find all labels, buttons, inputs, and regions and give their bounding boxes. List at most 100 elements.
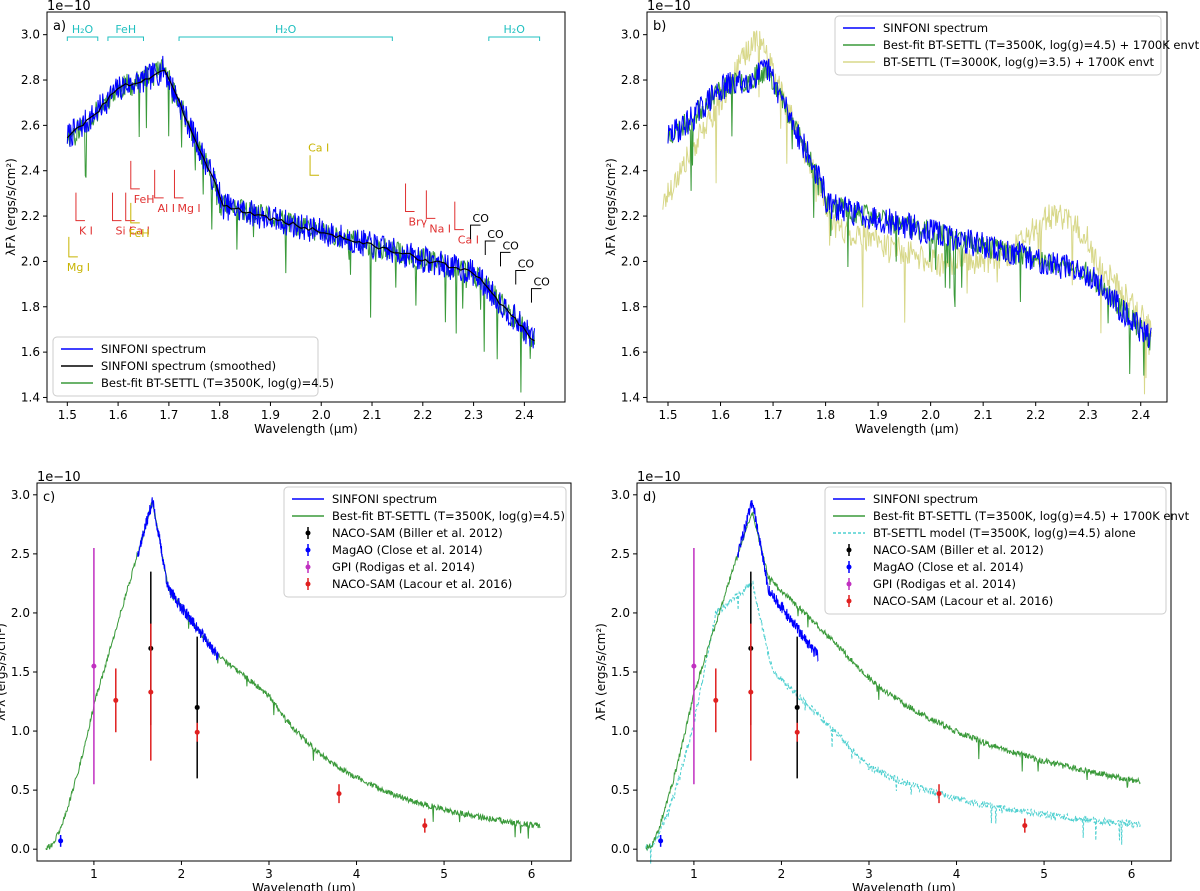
x-axis-label: Wavelength (μm) xyxy=(852,881,956,891)
co-bandhead-2 xyxy=(500,251,511,267)
line-label-red-4: Al I xyxy=(158,202,175,215)
co-label-2: CO xyxy=(503,239,520,252)
data-point-3-3 xyxy=(936,791,942,797)
co-bandhead-3 xyxy=(515,269,526,285)
legend-label-1: Best-fit BT-SETTL (T=3500K, log(g)=4.5) xyxy=(332,509,565,523)
panel-b: 1e−10 1.5 1.6 1.7 1.8 1.9 2.0 2.1 2.2 2.3 2.4 1.4 1.… xyxy=(604,0,1200,436)
legend-label-3: NACO-SAM (Biller et al. 2012) xyxy=(873,543,1044,557)
panel-tag: c) xyxy=(43,490,55,505)
x-tick-label-4: 1.9 xyxy=(261,408,280,422)
x-tick-label-5: 6 xyxy=(528,867,536,881)
data-point-3-4 xyxy=(422,823,428,829)
line-marker-red-0 xyxy=(75,192,85,222)
x-tick-label-2: 1.7 xyxy=(159,408,178,422)
y-tick-label-6: 2.6 xyxy=(621,118,640,132)
series-sinfoni-smoothed xyxy=(66,69,535,342)
legend-swatch-dot-5 xyxy=(846,581,852,587)
y-tick-label-3: 1.5 xyxy=(611,665,630,679)
line-label-red-0: K I xyxy=(79,225,93,238)
y-tick-label-1: 0.5 xyxy=(611,783,630,797)
y-tick-label-2: 1.8 xyxy=(21,300,40,314)
series-sinfoni xyxy=(667,58,1152,348)
co-label-0: CO xyxy=(473,212,490,225)
series-btsettl-envt xyxy=(645,511,1141,852)
x-tick-label-5: 2.0 xyxy=(312,408,331,422)
legend-label-2: BT-SETTL model (T=3500K, log(g)=4.5) alo… xyxy=(873,526,1136,540)
legend-label-0: SINFONI spectrum xyxy=(332,492,437,506)
legend-label-4: GPI (Rodigas et al. 2014) xyxy=(332,560,475,574)
x-tick-label-3: 1.8 xyxy=(816,408,835,422)
co-label-3: CO xyxy=(518,257,535,270)
line-marker-yellow-2 xyxy=(309,155,320,176)
y-tick-label-0: 0.0 xyxy=(11,842,30,856)
legend: SINFONI spectrum Best-fit BT-SETTL (T=350… xyxy=(824,486,1190,615)
line-label-yellow-1: FeH xyxy=(129,227,150,240)
x-tick-label-9: 2.4 xyxy=(515,408,534,422)
y-axis-label: λFλ (ergs/s/cm²) xyxy=(594,623,608,721)
legend-box xyxy=(824,486,1167,615)
y-tick-label-2: 1.0 xyxy=(611,724,630,738)
line-label-yellow-0: Mg I xyxy=(67,261,90,274)
x-tick-label-2: 1.7 xyxy=(764,408,783,422)
series-sinfoni xyxy=(66,55,535,349)
co-bandhead-1 xyxy=(484,240,496,256)
line-marker-red-8 xyxy=(454,201,464,231)
y-tick-label-0: 1.4 xyxy=(21,390,40,404)
data-point-3-2 xyxy=(194,729,200,735)
line-marker-red-4 xyxy=(154,169,164,199)
x-tick-label-6: 2.1 xyxy=(974,408,993,422)
y-tick-label-6: 3.0 xyxy=(611,488,630,502)
y-axis-exponent: 1e−10 xyxy=(637,470,681,485)
x-tick-label-4: 1.9 xyxy=(869,408,888,422)
data-point-2-0 xyxy=(91,663,97,669)
legend-label-6: NACO-SAM (Lacour et al. 2016) xyxy=(873,594,1053,608)
panel-c: 1e−10 1 2 3 4 5 6 0.0 0.5 1.0 1.5 2.0 2.5 3.0 Waveleng… xyxy=(0,470,572,891)
legend-label-2: Best-fit BT-SETTL (T=3500K, log(g)=4.5) xyxy=(101,376,334,390)
legend: SINFONI spectrum SINFONI spectrum (smooth… xyxy=(52,336,334,397)
legend-box xyxy=(834,15,1162,76)
series-sinfoni xyxy=(137,497,219,661)
y-tick-label-4: 2.2 xyxy=(21,209,40,223)
band-bracket-1 xyxy=(107,36,144,41)
legend-label-5: GPI (Rodigas et al. 2014) xyxy=(873,577,1016,591)
band-label-3: H₂O xyxy=(504,23,526,36)
x-axis-label: Wavelength (μm) xyxy=(855,422,959,436)
data-point-3-2 xyxy=(794,729,800,735)
line-marker-red-5 xyxy=(173,169,184,199)
x-tick-label-3: 4 xyxy=(953,867,961,881)
legend-swatch-dot-6 xyxy=(846,598,852,604)
plot-frame xyxy=(46,11,566,403)
band-label-0: H₂O xyxy=(72,23,94,36)
legend-label-5: NACO-SAM (Lacour et al. 2016) xyxy=(332,577,512,591)
line-label-red-8: Ca I xyxy=(458,234,479,247)
series-sinfoni xyxy=(737,499,819,663)
data-point-0-1 xyxy=(194,704,200,710)
panel-d: 1e−10 1 2 3 4 5 6 0.0 0.5 1.0 1.5 2.0 2.5 3.0 Waveleng… xyxy=(594,470,1190,891)
line-label-red-7: Na I xyxy=(429,222,451,235)
series-btsettl-3000k xyxy=(662,30,1152,395)
x-tick-label-1: 2 xyxy=(778,867,786,881)
x-tick-label-8: 2.3 xyxy=(1079,408,1098,422)
data-point-3-0 xyxy=(713,697,719,703)
legend-label-3: MagAO (Close et al. 2014) xyxy=(332,543,483,557)
data-point-3-0 xyxy=(113,697,119,703)
data-point-1-0 xyxy=(658,838,664,844)
legend-label-4: MagAO (Close et al. 2014) xyxy=(873,560,1024,574)
co-bandhead-4 xyxy=(530,288,542,303)
legend-box xyxy=(283,486,567,598)
x-tick-label-9: 2.4 xyxy=(1131,408,1150,422)
y-axis-label: λFλ (ergs/s/cm²) xyxy=(4,158,18,256)
x-tick-label-0: 1 xyxy=(90,867,98,881)
legend-label-1: SINFONI spectrum (smoothed) xyxy=(101,359,276,373)
y-tick-label-7: 2.8 xyxy=(21,73,40,87)
y-tick-label-3: 1.5 xyxy=(11,665,30,679)
x-tick-label-0: 1.5 xyxy=(58,408,77,422)
line-marker-red-6 xyxy=(405,183,415,213)
x-tick-label-8: 2.3 xyxy=(464,408,483,422)
y-tick-label-1: 0.5 xyxy=(11,783,30,797)
line-label-red-5: Mg I xyxy=(177,202,200,215)
legend: SINFONI spectrum Best-fit BT-SETTL (T=350… xyxy=(283,486,567,598)
legend-label-0: SINFONI spectrum xyxy=(873,492,978,506)
panel-tag: a) xyxy=(53,19,66,34)
